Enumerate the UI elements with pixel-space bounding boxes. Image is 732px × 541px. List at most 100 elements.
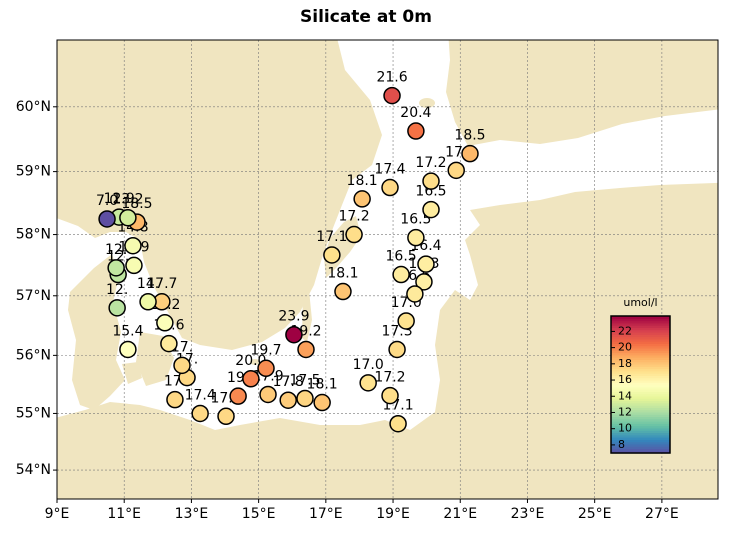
colorbar-segment — [611, 398, 670, 402]
colorbar-segment — [611, 407, 670, 411]
colorbar-segment — [611, 400, 670, 404]
colorbar-segment — [611, 357, 670, 360]
colorbar-segment — [611, 386, 670, 390]
station-marker — [417, 255, 435, 273]
data-label: 23.9 — [278, 309, 309, 325]
colorbar-segment — [611, 389, 670, 392]
y-tick-label: 54°N — [16, 462, 51, 478]
colorbar-segment — [611, 402, 670, 406]
data-label: 16.5 — [415, 184, 446, 200]
station-marker — [381, 386, 399, 405]
station-marker — [381, 178, 399, 197]
data-label: 17.2 — [415, 155, 446, 171]
colorbar-segment — [611, 393, 670, 397]
station-marker — [313, 393, 331, 412]
station-marker — [139, 293, 157, 311]
station-marker — [108, 299, 126, 317]
oland — [302, 290, 312, 342]
colorbar-segment — [611, 391, 670, 395]
station-marker — [296, 389, 314, 408]
station-marker — [125, 256, 143, 275]
x-tick-label: 19°E — [376, 506, 410, 522]
colorbar-segment — [611, 366, 670, 370]
station-marker — [257, 359, 275, 378]
station-marker — [422, 172, 440, 190]
data-label: 17.1 — [316, 229, 347, 245]
data-label: 17.4 — [374, 162, 405, 178]
station-marker — [359, 374, 377, 392]
station-marker — [191, 404, 209, 423]
data-label: 13.2 — [112, 192, 143, 208]
colorbar-segment — [611, 329, 670, 333]
x-tick-label: 17°E — [309, 506, 343, 522]
data-label: 14. — [137, 276, 159, 292]
colorbar-segment — [611, 352, 670, 356]
data-label: 20.4 — [400, 105, 431, 121]
colorbar-segment — [611, 318, 670, 322]
station-marker — [334, 282, 352, 301]
data-label: 12. — [105, 242, 127, 258]
colorbar-segment — [611, 450, 670, 454]
data-label: 18.1 — [327, 266, 358, 282]
colorbar-segment — [611, 430, 670, 434]
y-tick-label: 55°N — [16, 405, 51, 421]
station-marker — [259, 385, 277, 404]
station-marker — [415, 273, 433, 291]
aland — [419, 98, 435, 108]
colorbar-segment — [611, 334, 670, 338]
south-east-coast — [57, 182, 718, 499]
data-label: 17.7 — [146, 276, 177, 292]
station-marker — [98, 210, 116, 228]
colorbar-tick-label: 14 — [618, 389, 632, 402]
colorbar-segment — [611, 411, 670, 415]
colorbar-label: umol/l — [623, 296, 657, 309]
data-label: 18.5 — [454, 128, 485, 144]
y-tick-label: 56°N — [16, 347, 51, 363]
data-label: 17.4 — [185, 387, 216, 403]
colorbar-segment — [611, 331, 670, 335]
station-marker — [173, 356, 191, 375]
station-marker — [407, 228, 425, 247]
data-label: 17.5 — [289, 372, 320, 388]
station-marker — [297, 340, 315, 359]
x-tick-label: 21°E — [443, 506, 477, 522]
data-label: 16.5 — [386, 249, 417, 265]
station-marker — [345, 225, 363, 244]
x-tick-label: 27°E — [645, 506, 679, 522]
colorbar-segment — [611, 434, 670, 438]
data-label: 7.0 — [96, 193, 118, 209]
y-tick-label: 59°N — [16, 164, 51, 180]
colorbar-segment — [611, 409, 670, 413]
colorbar-tick-label: 16 — [618, 373, 632, 386]
data-label: 17.0 — [353, 357, 384, 373]
station-marker — [124, 236, 142, 255]
station-marker — [392, 265, 410, 284]
x-tick-label: 23°E — [511, 506, 545, 522]
colorbar-segment — [611, 336, 670, 340]
data-label: 17.8 — [273, 374, 304, 390]
colorbar-segment — [611, 325, 670, 329]
colorbar-segment — [611, 432, 670, 436]
station-marker — [388, 340, 406, 359]
colorbar-frame — [610, 315, 671, 454]
markers — [98, 86, 479, 433]
funen — [122, 362, 142, 384]
station-marker — [397, 312, 415, 330]
colorbar-segment — [611, 354, 670, 358]
station-marker — [389, 414, 407, 433]
colorbar-segment — [611, 363, 670, 367]
data-labels: 21.620.418.517.17.4 17.216.518.116.517.21… — [96, 70, 486, 414]
finland — [446, 40, 718, 146]
data-label: 16.5 — [400, 212, 431, 228]
station-marker — [217, 407, 235, 426]
station-marker — [119, 340, 137, 359]
x-tick-label: 9°E — [45, 506, 70, 522]
station-marker — [323, 246, 341, 264]
colorbar-tick-label: 10 — [618, 422, 632, 435]
colorbar: 8 10 12 14 16 18 20 22 umol/l — [610, 296, 671, 454]
colorbar-segment — [611, 316, 670, 319]
station-marker — [107, 259, 125, 277]
colorbar-segment — [611, 395, 670, 399]
station-marker — [166, 390, 184, 409]
data-label: 18.1 — [307, 377, 338, 393]
